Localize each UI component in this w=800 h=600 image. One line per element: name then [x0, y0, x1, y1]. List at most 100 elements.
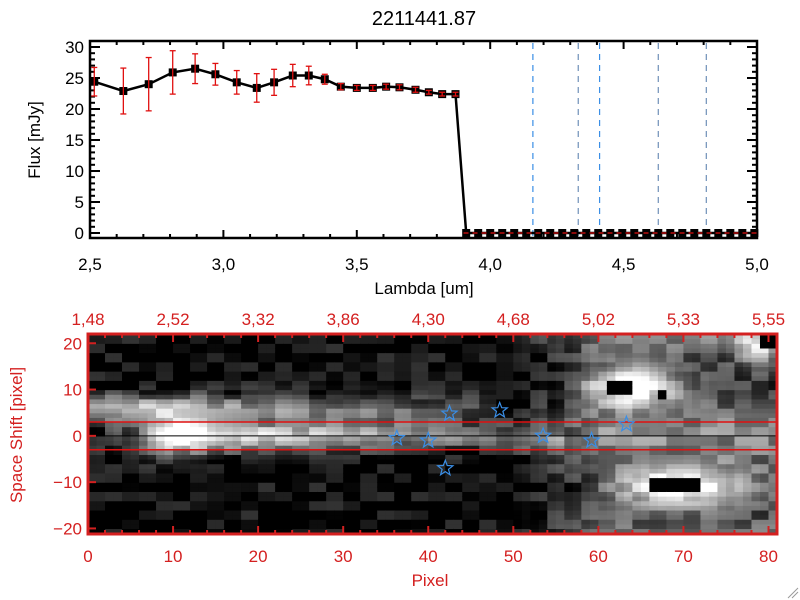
heatmap-cell	[632, 440, 642, 446]
heatmap-cell	[394, 491, 404, 497]
heatmap-cell	[751, 417, 761, 423]
heatmap-cell	[190, 491, 200, 497]
heatmap-cell	[428, 426, 438, 432]
heatmap-cell	[564, 338, 574, 344]
heatmap-cell	[351, 505, 361, 511]
heatmap-cell	[360, 384, 370, 391]
heatmap-cell	[572, 482, 582, 488]
heatmap-cell	[504, 347, 514, 354]
heatmap-cell	[173, 523, 183, 530]
heatmap-cell	[632, 417, 642, 423]
heatmap-cell	[708, 445, 719, 451]
heatmap-cell	[700, 357, 710, 363]
heatmap-cell	[156, 431, 166, 437]
heatmap-cell	[513, 509, 523, 516]
heatmap-cell	[122, 468, 132, 474]
heatmap-cell	[649, 528, 659, 534]
heatmap-cell	[572, 352, 582, 358]
heatmap-cell	[232, 528, 242, 534]
heatmap-cell	[700, 394, 710, 400]
heatmap-cell	[343, 426, 353, 432]
heatmap-cell	[657, 394, 668, 400]
heatmap-cell	[453, 338, 463, 344]
heatmap-cell	[717, 347, 727, 354]
heatmap-cell	[666, 519, 676, 525]
heatmap-cell	[581, 417, 591, 423]
heatmap-cell	[649, 398, 659, 405]
top-x-tick-label: 4,30	[412, 310, 445, 329]
heatmap-cell	[530, 338, 540, 344]
heatmap-cell	[759, 352, 770, 358]
heatmap-cell	[351, 361, 361, 368]
heatmap-cell	[181, 366, 191, 372]
heatmap-cell	[309, 482, 319, 488]
heatmap-cell	[547, 435, 557, 442]
heatmap-cell	[377, 477, 387, 483]
heatmap-cell	[130, 454, 140, 460]
heatmap-cell	[428, 371, 438, 377]
heatmap-cell	[615, 338, 625, 344]
heatmap-cell	[207, 440, 217, 446]
heatmap-cell	[334, 528, 344, 534]
heatmap-cell	[207, 352, 217, 358]
heatmap-cell	[759, 417, 770, 423]
heatmap-cell	[700, 412, 710, 418]
heatmap-cell	[759, 384, 770, 391]
heatmap-cell	[470, 454, 480, 460]
heatmap-cell	[181, 500, 191, 506]
heatmap-cell	[385, 509, 395, 516]
heatmap-cell	[725, 352, 736, 358]
top-x-tick-label: 3,32	[242, 310, 275, 329]
heatmap-cell	[606, 440, 616, 446]
heatmap-cell	[445, 347, 455, 354]
heatmap-cell	[164, 412, 174, 418]
heatmap-cell	[198, 528, 208, 534]
heatmap-cell	[615, 523, 625, 530]
heatmap-cell	[394, 389, 404, 395]
heatmap-cell	[470, 394, 480, 400]
heatmap-cell	[479, 366, 489, 372]
heatmap-cell	[649, 514, 659, 520]
data-point	[546, 229, 555, 237]
heatmap-cell	[479, 496, 489, 502]
heatmap-cell	[606, 459, 616, 465]
resize-grip-icon[interactable]	[787, 587, 799, 599]
y-tick-label: 0	[75, 224, 84, 243]
heatmap-cell	[207, 389, 217, 395]
heatmap-cell	[96, 482, 106, 488]
heatmap-cell	[589, 389, 599, 395]
heatmap-cell	[88, 431, 98, 437]
series-line	[93, 67, 755, 235]
heatmap-cell	[453, 496, 463, 502]
heatmap-cell	[317, 514, 327, 520]
heatmap-cell	[657, 449, 668, 455]
heatmap-cell	[708, 449, 719, 455]
heatmap-cell	[470, 505, 480, 511]
heatmap-cell	[368, 403, 378, 409]
heatmap-cell	[360, 519, 370, 525]
heatmap-cell	[258, 482, 268, 488]
heatmap-cell	[402, 357, 412, 363]
heatmap-cell	[632, 380, 642, 386]
heatmap-cell	[224, 403, 234, 409]
heatmap-cell	[504, 426, 514, 432]
heatmap-cell	[470, 421, 480, 428]
heatmap-cell	[598, 352, 608, 358]
heatmap-cell	[496, 338, 506, 344]
heatmap-cell	[419, 528, 429, 534]
heatmap-cell	[700, 435, 710, 442]
heatmap-cell	[334, 468, 344, 474]
heatmap-cell	[555, 496, 565, 502]
heatmap-cell	[343, 463, 353, 469]
heatmap-cell	[139, 384, 149, 391]
heatmap-cell	[547, 431, 557, 437]
heatmap-cell	[249, 417, 259, 423]
heatmap-cell	[700, 338, 710, 344]
heatmap-cell	[309, 347, 319, 354]
heatmap-cell	[283, 357, 293, 363]
heatmap-cell	[657, 509, 668, 516]
heatmap-cell	[156, 375, 166, 381]
heatmap-cell	[411, 440, 421, 446]
heatmap-cell	[479, 500, 489, 506]
heatmap-cell	[224, 343, 234, 349]
